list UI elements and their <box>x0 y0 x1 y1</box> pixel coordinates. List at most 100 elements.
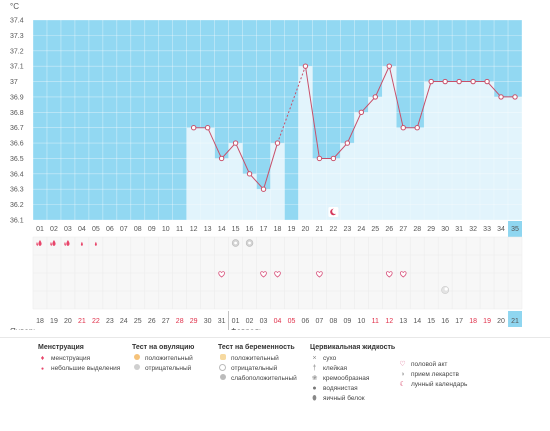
legend-item-ovulation-negative: отрицательный <box>132 364 194 374</box>
temperature-point <box>386 63 392 69</box>
drop-icon: ♦ <box>40 355 45 362</box>
date-label: 09 <box>343 318 351 325</box>
date-label: 10 <box>357 318 365 325</box>
small-drop-icon: ● <box>40 366 45 372</box>
cycle-day-label: 32 <box>469 226 477 233</box>
legend: Менструация ♦ менструация ● небольшие выде… <box>0 337 550 431</box>
date-label: 28 <box>176 318 184 325</box>
temperature-point <box>414 124 420 131</box>
pill-icon: ◑ <box>400 371 405 378</box>
month-label-february: Февраль <box>231 327 264 330</box>
date-label: 03 <box>260 318 268 325</box>
date-label: 17 <box>455 318 463 325</box>
temperature-column <box>270 143 285 220</box>
temperature-unit: °C <box>10 2 19 11</box>
y-tick-label: 36.3 <box>10 187 24 194</box>
date-label: 20 <box>64 318 72 325</box>
cycle-day-highlight <box>508 221 522 237</box>
legend-item-menstruation: ♦ менструация <box>38 354 120 364</box>
date-label: 26 <box>148 318 156 325</box>
y-tick-label: 37.3 <box>10 33 24 40</box>
bbt-chart: 36.1 36.2 36.3 36.4 36.5 36.6 36.7 36.8 36.9 37 37… <box>10 18 523 330</box>
legend-group-menses: Менструация ♦ менструация ● небольшие выде… <box>38 344 120 374</box>
cycle-day-label: 34 <box>497 226 505 233</box>
date-label: 19 <box>50 318 58 325</box>
date-label: 06 <box>302 318 310 325</box>
cycle-day-label: 33 <box>483 226 491 233</box>
temperature-column <box>354 112 369 220</box>
moon-icon: ☾ <box>399 381 406 388</box>
y-tick-label: 37.4 <box>10 18 24 25</box>
temperature-point <box>316 155 323 162</box>
date-label: 29 <box>190 318 198 325</box>
temperature-point <box>484 78 490 85</box>
temperature-point <box>344 140 351 146</box>
temperature-column <box>242 173 257 220</box>
ovulation-negative-icon-center <box>248 241 251 245</box>
cycle-day-label: 05 <box>92 226 100 233</box>
y-tick-label: 37 <box>10 79 18 86</box>
date-label: 22 <box>92 318 100 325</box>
temperature-point <box>330 155 337 162</box>
y-tick-label: 36.4 <box>10 171 24 178</box>
temperature-point <box>358 109 365 116</box>
cycle-day-label: 30 <box>441 226 449 233</box>
cycle-day-label: 35 <box>511 226 519 233</box>
cycle-day-label: 19 <box>288 226 296 233</box>
event-row <box>33 255 522 273</box>
temperature-point <box>512 94 518 100</box>
temperature-column <box>424 81 439 221</box>
cycle-day-label: 21 <box>316 226 324 233</box>
temperature-point <box>232 140 239 146</box>
legend-item-sex: ♡ половой акт <box>399 361 448 368</box>
y-tick-label: 36.6 <box>10 141 24 148</box>
cycle-day-label: 24 <box>357 226 365 233</box>
legend-item-mucus-watery: ● водянистая <box>310 384 395 394</box>
legend-item-mucus-creamy: ❀ кремообразная <box>311 375 370 382</box>
temperature-column <box>228 143 243 220</box>
date-label: 07 <box>316 318 324 325</box>
temperature-point <box>456 78 462 85</box>
ovulation-negative-icon-center <box>234 241 237 245</box>
pregnancy-negative-icon <box>218 363 227 375</box>
date-label: 23 <box>106 318 114 325</box>
date-label: 30 <box>204 318 212 325</box>
date-label: 13 <box>399 318 407 325</box>
y-tick-label: 37.1 <box>10 64 24 71</box>
temperature-point <box>428 78 434 85</box>
temperature-point <box>400 124 406 131</box>
legend-title-mucus: Цервикальная жидкость <box>310 344 396 351</box>
temperature-point <box>498 94 504 100</box>
cycle-day-label: 09 <box>148 226 156 233</box>
date-label: 08 <box>329 318 337 325</box>
legend-group-other: ♡ половой акт ◑ прием лекарств ☾ лунный кал… <box>398 360 467 390</box>
date-label: 31 <box>218 318 226 325</box>
cycle-day-label: 26 <box>385 226 393 233</box>
menstruation-drop-icon <box>64 242 66 246</box>
cycle-day-label: 25 <box>371 226 379 233</box>
event-row <box>33 273 522 291</box>
date-label: 01 <box>232 318 240 325</box>
sticky-icon: † <box>312 365 317 372</box>
legend-title-menses: Менструация <box>38 344 84 351</box>
legend-item-pregnancy-positive: положительный <box>218 354 297 364</box>
legend-item-spotting: ● небольшие выделения <box>38 364 120 374</box>
y-tick-label: 36.9 <box>10 94 24 101</box>
y-tick-label: 36.8 <box>10 110 24 117</box>
temperature-point <box>372 94 378 100</box>
date-label: 16 <box>441 318 449 325</box>
temperature-point <box>470 78 476 85</box>
cycle-day-label: 04 <box>78 226 86 233</box>
event-row <box>33 237 522 255</box>
cycle-day-label: 06 <box>106 226 114 233</box>
date-label: 21 <box>78 318 86 325</box>
y-tick-label: 37.2 <box>10 48 24 55</box>
temperature-point <box>274 140 281 146</box>
cycle-day-label: 03 <box>64 226 72 233</box>
legend-group-ovulation: Тест на овуляцию положительный отрицател… <box>132 344 194 374</box>
cycle-day-label: 20 <box>302 226 310 233</box>
date-label: 15 <box>427 318 435 325</box>
cycle-day-label: 14 <box>218 226 226 233</box>
legend-item-ovulation-positive: положительный <box>132 354 194 364</box>
cycle-day-label: 12 <box>190 226 198 233</box>
